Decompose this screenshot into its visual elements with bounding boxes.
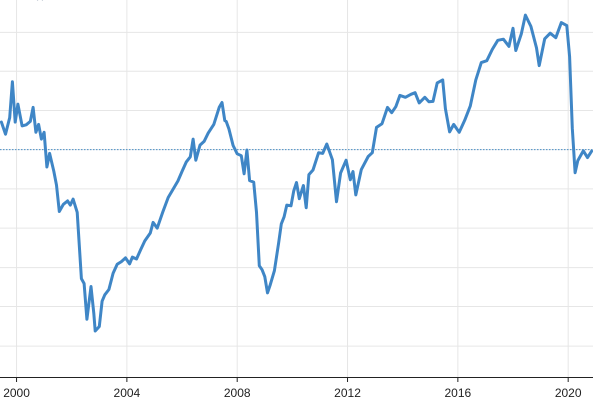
top-text-fragment: ( ) [34, 0, 45, 1]
x-tick-layer: 2000 2004 2008 2012 2016 2020 [3, 377, 582, 400]
x-tick-label: 2008 [224, 386, 251, 400]
x-tick-label: 2020 [555, 386, 582, 400]
x-tick-label: 2004 [114, 386, 141, 400]
grid-layer [0, 0, 593, 377]
x-tick-label: 2012 [334, 386, 361, 400]
x-tick-label: 2000 [3, 386, 30, 400]
x-tick-label: 2016 [444, 386, 471, 400]
series-line [0, 13, 593, 333]
